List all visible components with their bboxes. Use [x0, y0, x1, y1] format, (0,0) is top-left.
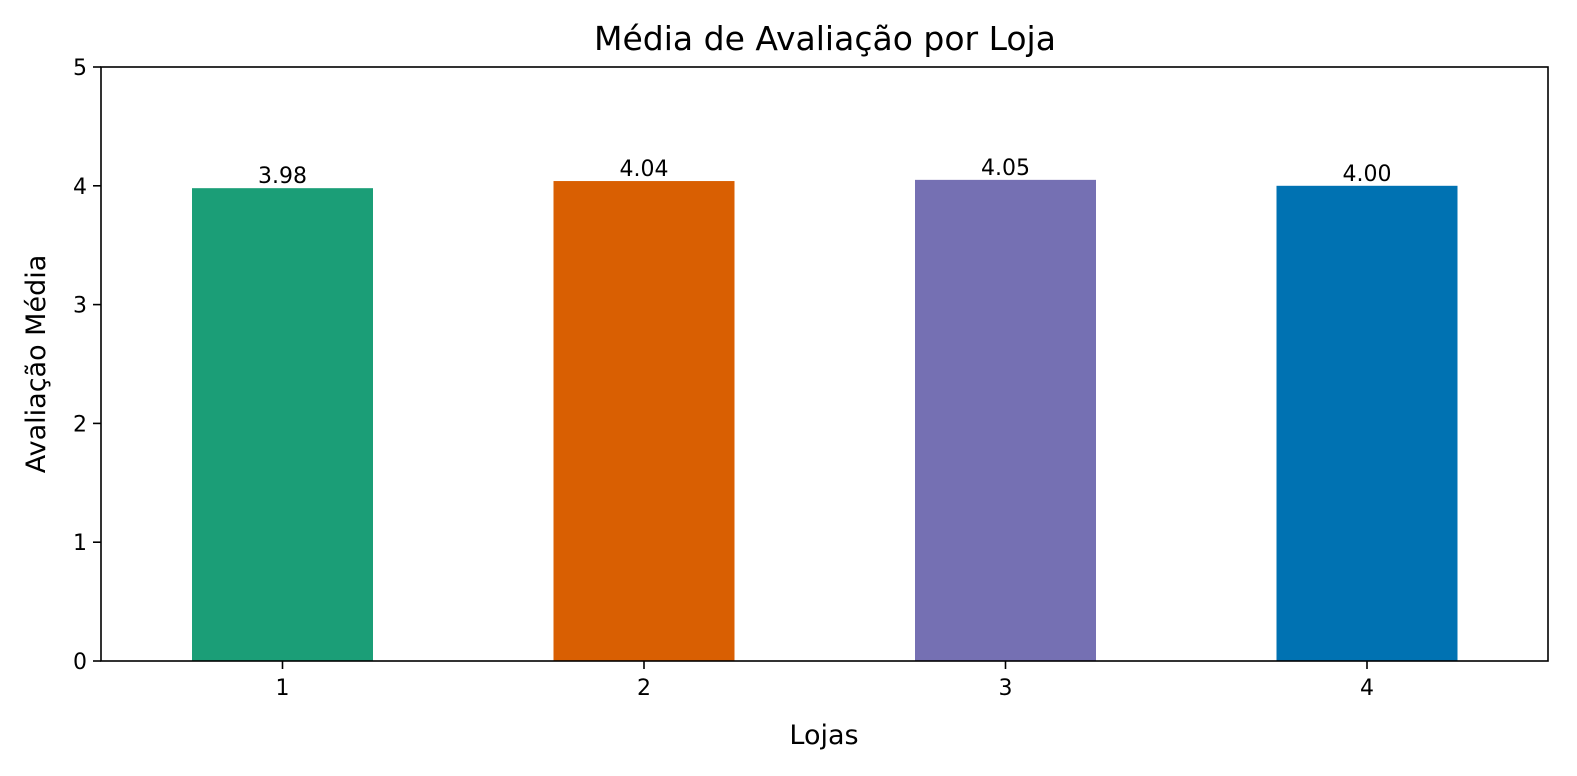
- chart-title: Média de Avaliação por Loja: [594, 19, 1056, 58]
- bar-1: [192, 188, 373, 661]
- x-axis: 1 2 3 4: [276, 661, 1374, 701]
- x-tick-label-2: 2: [637, 676, 651, 701]
- y-tick-label-5: 5: [73, 56, 87, 81]
- data-label-1: 3.98: [258, 164, 307, 189]
- bars-group: [192, 179, 1458, 662]
- plot-frame: [100, 66, 1549, 662]
- data-label-4: 4.00: [1343, 162, 1392, 187]
- x-tick-label-1: 1: [276, 676, 290, 701]
- y-tick-label-4: 4: [73, 175, 87, 200]
- x-tick-label-4: 4: [1360, 676, 1374, 701]
- y-axis-title: Avaliação Média: [21, 255, 52, 474]
- bar-3: [915, 179, 1096, 662]
- data-label-2: 4.04: [620, 157, 669, 182]
- y-tick-label-2: 2: [73, 412, 87, 437]
- x-tick-label-3: 3: [999, 676, 1013, 701]
- data-label-3: 4.05: [981, 156, 1030, 181]
- bar-4: [1276, 185, 1458, 662]
- y-tick-label-1: 1: [73, 531, 87, 556]
- y-tick-label-0: 0: [73, 650, 87, 675]
- y-axis: 0 1 2 3 4 5: [73, 56, 101, 675]
- bar-2: [553, 181, 735, 661]
- y-tick-label-3: 3: [73, 294, 87, 319]
- x-axis-title: Lojas: [789, 720, 858, 751]
- data-labels-group: 3.98 4.04 4.05 4.00: [258, 156, 1391, 189]
